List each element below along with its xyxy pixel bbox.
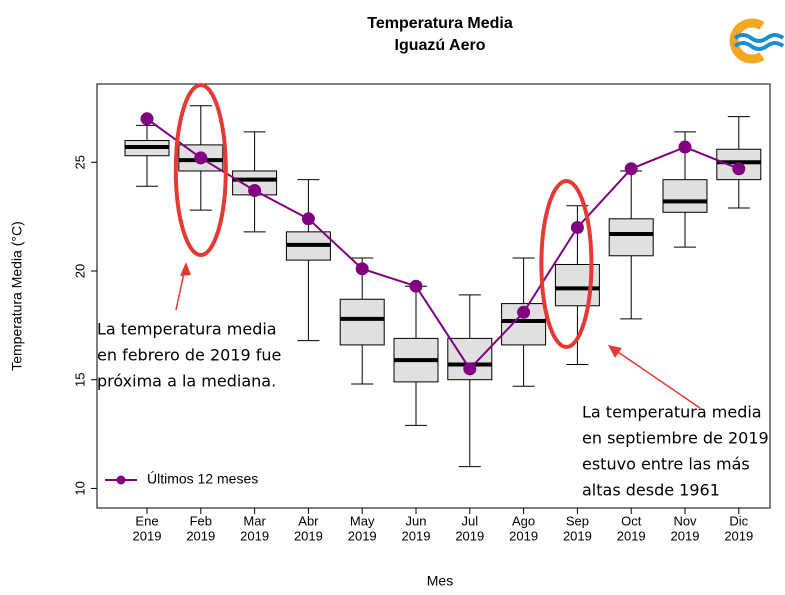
series-line bbox=[146, 117, 740, 371]
x-axis-label: Mes bbox=[427, 573, 453, 589]
series-point bbox=[248, 184, 262, 198]
x-tick-label: Nov bbox=[673, 513, 697, 528]
annotation: en septiembre de 2019 bbox=[582, 429, 769, 448]
series-point bbox=[140, 112, 154, 126]
series-point bbox=[624, 162, 638, 176]
annotation: La temperatura media bbox=[582, 403, 762, 422]
x-tick-label: Oct bbox=[621, 513, 642, 528]
annotation: en febrero de 2019 fue bbox=[97, 346, 281, 365]
y-tick-label: 15 bbox=[72, 372, 87, 386]
annotation: estuvo entre las más bbox=[582, 455, 750, 474]
series-point bbox=[355, 262, 369, 276]
x-tick-label: 2019 bbox=[133, 528, 162, 543]
x-tick-label: 2019 bbox=[402, 528, 431, 543]
y-axis-label: Temperatura Media (°C) bbox=[9, 221, 25, 371]
x-tick-label: 2019 bbox=[724, 528, 753, 543]
arrow-head bbox=[180, 262, 191, 276]
annotation: altas desde 1961 bbox=[582, 481, 720, 500]
box bbox=[608, 218, 654, 257]
x-tick-label: 2019 bbox=[294, 528, 323, 543]
x-tick-label: 2019 bbox=[455, 528, 484, 543]
series-point bbox=[409, 279, 423, 293]
arrow-head bbox=[608, 345, 622, 358]
box bbox=[339, 298, 385, 346]
y-tick-label: 25 bbox=[72, 155, 87, 169]
x-tick-label: 2019 bbox=[348, 528, 377, 543]
x-tick-label: 2019 bbox=[509, 528, 538, 543]
chart-title: Temperatura Media bbox=[367, 15, 513, 32]
highlight bbox=[539, 179, 594, 349]
plot-frame bbox=[96, 83, 771, 509]
x-tick-label: Feb bbox=[190, 513, 212, 528]
legend-label: Últimos 12 meses bbox=[147, 471, 258, 487]
x-tick-label: 2019 bbox=[671, 528, 700, 543]
x-tick-label: Ene bbox=[135, 513, 158, 528]
x-tick-label: May bbox=[350, 513, 375, 528]
annotation: próxima a la mediana. bbox=[97, 372, 276, 391]
logo bbox=[729, 18, 785, 64]
legend-point bbox=[116, 475, 126, 485]
x-tick-label: Dic bbox=[729, 513, 748, 528]
y-tick-label: 10 bbox=[72, 481, 87, 495]
x-tick-label: Ago bbox=[512, 513, 535, 528]
series-point bbox=[570, 221, 584, 235]
x-tick-label: 2019 bbox=[563, 528, 592, 543]
series-point bbox=[194, 151, 208, 165]
x-tick-label: Jul bbox=[461, 513, 478, 528]
x-tick-label: Sep bbox=[566, 513, 589, 528]
series-point bbox=[463, 362, 477, 376]
x-tick-label: 2019 bbox=[186, 528, 215, 543]
x-tick-label: Abr bbox=[298, 513, 319, 528]
x-tick-label: Mar bbox=[243, 513, 266, 528]
x-tick-label: 2019 bbox=[240, 528, 269, 543]
box bbox=[662, 179, 708, 213]
series-point bbox=[301, 212, 315, 226]
arrow bbox=[614, 349, 701, 409]
y-tick-label: 20 bbox=[72, 264, 87, 278]
highlight bbox=[173, 83, 228, 257]
series-point bbox=[732, 162, 746, 176]
x-tick-label: Jun bbox=[406, 513, 427, 528]
chart-subtitle: Iguazú Aero bbox=[395, 37, 486, 54]
series-point bbox=[517, 305, 531, 319]
series-point bbox=[678, 140, 692, 154]
x-tick-label: 2019 bbox=[617, 528, 646, 543]
annotation: La temperatura media bbox=[97, 320, 277, 339]
